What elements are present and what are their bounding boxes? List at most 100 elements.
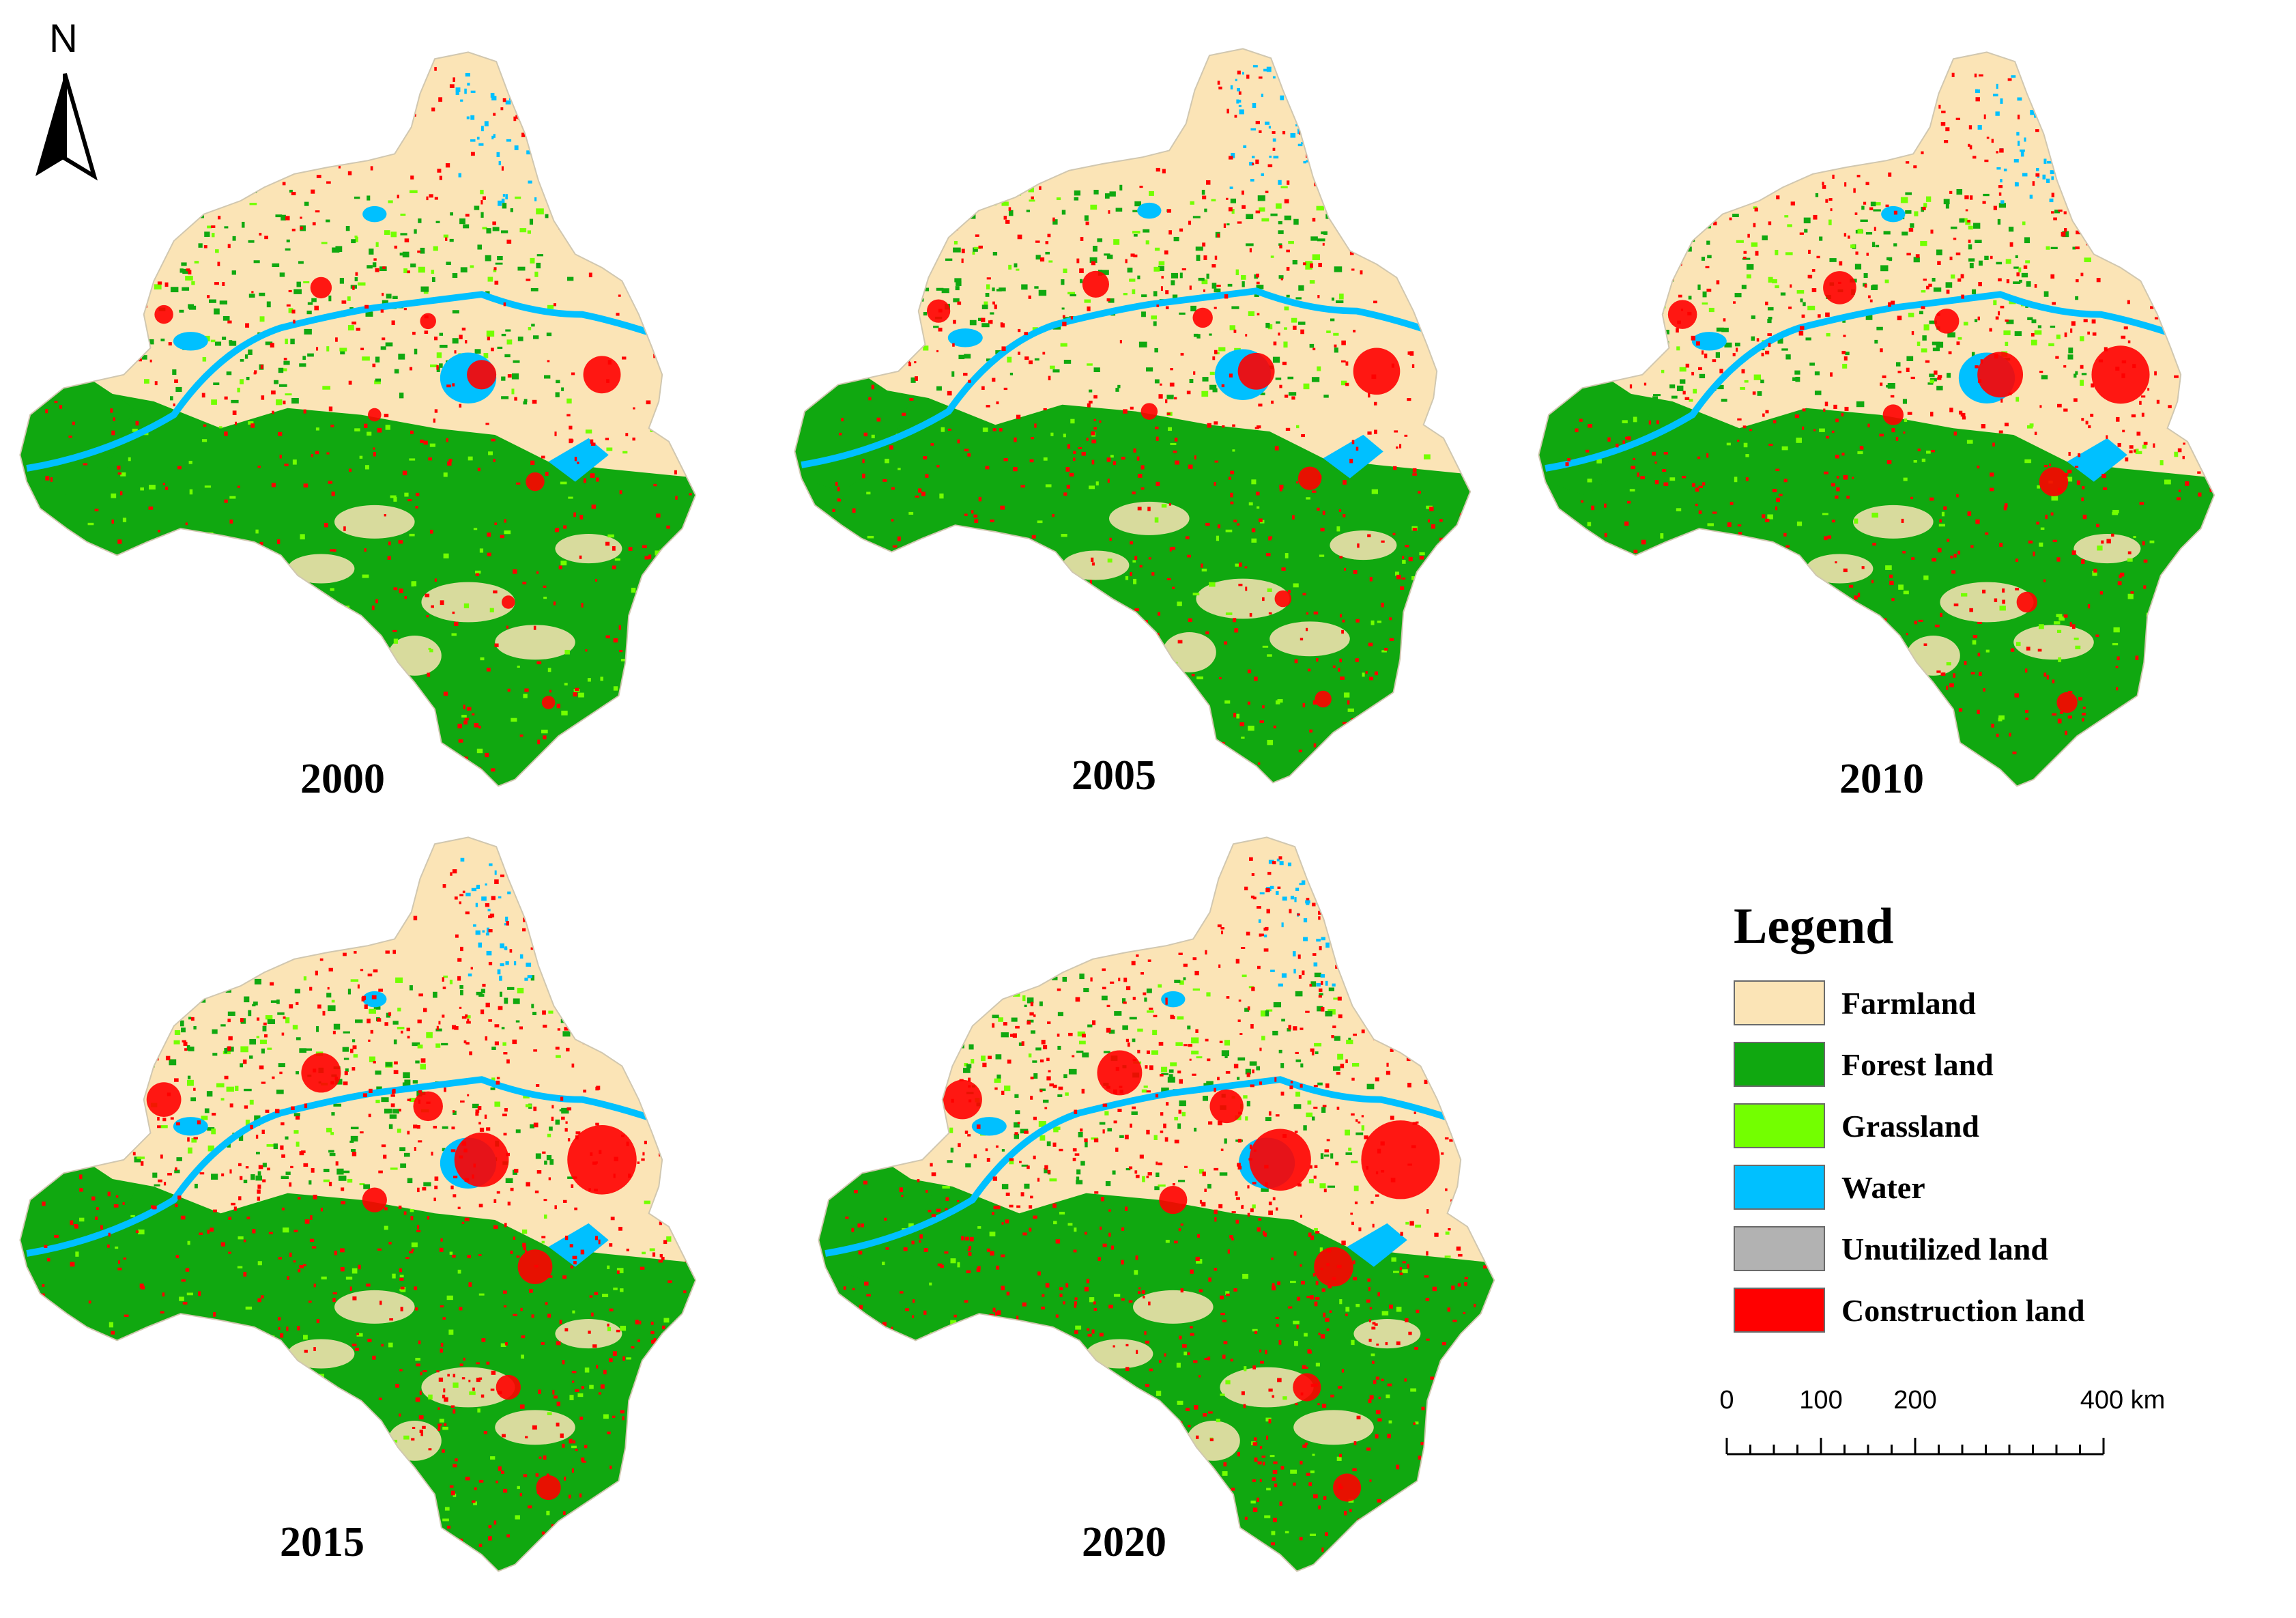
vegetation-speck — [486, 228, 491, 233]
construction-speck — [2153, 280, 2158, 284]
construction-speck — [176, 1122, 180, 1126]
grass-speck — [1898, 584, 1904, 590]
urban-cluster — [467, 360, 497, 390]
construction-speck — [2006, 279, 2010, 283]
construction-speck — [985, 466, 990, 470]
construction-speck — [850, 337, 855, 342]
construction-speck — [2092, 332, 2097, 336]
construction-speck — [934, 232, 937, 237]
vegetation-speck — [2073, 373, 2077, 378]
construction-speck — [238, 901, 241, 906]
grass-speck — [543, 596, 547, 599]
construction-speck — [493, 1199, 497, 1204]
construction-speck — [2058, 209, 2063, 212]
vegetation-speck — [343, 1031, 350, 1034]
urban-cluster — [567, 1125, 637, 1195]
construction-speck — [2045, 514, 2048, 520]
vegetation-speck — [937, 206, 945, 212]
construction-speck — [149, 766, 153, 771]
construction-speck — [40, 100, 44, 104]
grass-speck — [1285, 553, 1289, 558]
construction-speck — [557, 1028, 560, 1031]
construction-speck — [1716, 280, 1720, 285]
vegetation-speck — [285, 393, 292, 396]
grass-speck — [1923, 575, 1929, 580]
construction-speck — [543, 1024, 547, 1028]
construction-speck — [1052, 513, 1054, 517]
construction-speck — [2213, 264, 2215, 267]
construction-speck — [1249, 248, 1252, 253]
vegetation-speck — [1819, 236, 1823, 241]
construction-speck — [1970, 545, 1974, 548]
grass-speck — [1903, 477, 1908, 481]
construction-speck — [390, 1103, 395, 1107]
vegetation-speck — [326, 346, 330, 352]
construction-speck — [45, 476, 50, 481]
construction-speck — [310, 735, 315, 739]
construction-speck — [2147, 741, 2152, 744]
vegetation-speck — [549, 1159, 554, 1165]
vegetation-speck — [1317, 366, 1321, 371]
vegetation-speck — [253, 260, 260, 264]
construction-speck — [1113, 689, 1117, 693]
lake-small — [173, 1117, 208, 1136]
construction-speck — [588, 1188, 592, 1191]
construction-speck — [1590, 268, 1595, 272]
construction-speck — [895, 337, 900, 341]
construction-speck — [1914, 621, 1917, 625]
construction-speck — [1583, 156, 1586, 160]
vegetation-speck — [328, 1150, 334, 1153]
construction-speck — [317, 1004, 321, 1009]
vegetation-speck — [1751, 315, 1755, 320]
construction-speck — [945, 608, 949, 612]
construction-speck — [1808, 755, 1813, 758]
construction-speck — [898, 552, 902, 555]
grass-speck — [1008, 581, 1014, 585]
construction-speck — [889, 445, 893, 450]
construction-speck — [2069, 622, 2072, 627]
construction-speck — [607, 1431, 611, 1434]
construction-speck — [1891, 134, 1893, 139]
vegetation-speck — [981, 323, 990, 328]
construction-speck — [351, 1344, 357, 1347]
construction-speck — [1829, 752, 1833, 756]
construction-speck — [453, 77, 455, 82]
grass-speck — [1637, 613, 1643, 616]
construction-speck — [1957, 278, 1962, 282]
construction-speck — [2139, 502, 2144, 505]
construction-speck — [220, 1242, 225, 1247]
grass-speck — [439, 1419, 444, 1423]
construction-speck — [2079, 762, 2084, 765]
construction-speck — [48, 1058, 53, 1062]
construction-speck — [910, 718, 914, 721]
construction-speck — [306, 1461, 308, 1466]
construction-speck — [522, 582, 527, 585]
vegetation-speck — [1104, 253, 1110, 256]
construction-speck — [536, 1491, 540, 1494]
vegetation-speck — [1218, 347, 1226, 352]
construction-speck — [1906, 253, 1911, 256]
construction-speck — [680, 573, 683, 577]
construction-speck — [1646, 244, 1650, 249]
construction-speck — [992, 301, 995, 304]
construction-speck — [407, 1098, 412, 1101]
construction-speck — [281, 1154, 285, 1158]
construction-speck — [2085, 221, 2089, 226]
construction-speck — [2087, 331, 2091, 335]
vegetation-speck — [431, 270, 435, 274]
grass-speck — [179, 1296, 184, 1301]
construction-speck — [1069, 472, 1074, 477]
construction-speck — [247, 879, 252, 884]
construction-speck — [945, 232, 949, 237]
grass-speck — [442, 1426, 448, 1430]
construction-speck — [1169, 547, 1172, 552]
construction-speck — [629, 738, 635, 743]
construction-speck — [1057, 86, 1062, 90]
vegetation-speck — [1682, 234, 1687, 238]
grass-speck — [1201, 568, 1207, 572]
vegetation-speck — [914, 272, 922, 278]
construction-speck — [1993, 205, 1998, 210]
grass-speck — [328, 668, 332, 674]
construction-speck — [281, 1032, 285, 1036]
construction-speck — [394, 1507, 397, 1510]
